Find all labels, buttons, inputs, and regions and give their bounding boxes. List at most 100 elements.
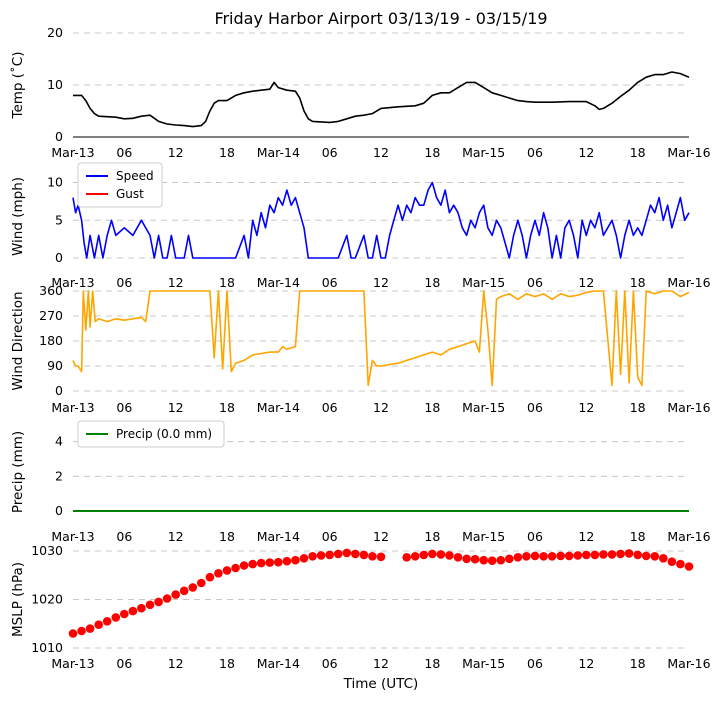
data-point [265,558,275,567]
y-tick-label: 0 [55,503,63,518]
legend-label: Precip (0.0 mm) [116,427,212,441]
data-point [248,559,257,569]
x-tick-label: 12 [168,529,184,544]
legend-box [77,162,163,208]
x-tick-label: 12 [578,529,594,544]
y-tick-label: 4 [55,434,63,449]
x-tick-label: 06 [527,656,543,671]
x-tick-label: 12 [578,145,594,160]
data-point [462,554,471,564]
x-tick-label: 06 [116,400,132,415]
data-point [624,549,634,558]
data-point [85,624,95,633]
data-point [505,554,514,564]
data-point [376,552,386,562]
data-point [428,549,437,559]
data-point [68,629,78,638]
x-tick-label: 18 [630,656,646,671]
y-axis-label: MSLP (hPa) [10,562,26,637]
data-point [94,620,103,629]
x-tick-label: 18 [219,400,235,415]
x-tick-label: Mar-16 [667,145,710,160]
x-tick-label: Mar-16 [667,529,710,544]
x-tick-label: 18 [424,400,440,415]
x-tick-label: 06 [527,145,543,160]
x-tick-label: 12 [168,656,184,671]
data-point [479,555,489,565]
x-tick-label: 12 [373,656,389,671]
data-point [299,554,309,563]
x-tick-label: 06 [527,275,543,290]
x-tick-label: 12 [578,656,594,671]
x-tick-label: 06 [322,145,338,160]
x-tick-label: Mar-13 [51,656,94,671]
x-tick-label: 12 [373,145,389,160]
data-point [291,555,300,565]
y-tick-label: 2 [55,468,63,483]
x-tick-label: 06 [527,400,543,415]
x-tick-label: Mar-15 [462,656,505,671]
x-tick-label: 18 [424,275,440,290]
data-point [333,549,343,559]
y-axis-label: Wind Direction [10,291,26,390]
x-tick-label: 18 [219,656,235,671]
x-tick-label: Mar-16 [667,400,710,415]
data-point [522,552,531,561]
y-tick-label: 5 [55,212,63,227]
data-point [325,550,335,560]
x-tick-label: 06 [116,275,132,290]
data-point [659,554,668,563]
data-point [410,552,420,561]
panel-wind: 0 5 10 Mar-13 06 12 18 Mar-14 06 12 18 Mar-15 06 12 18… [10,162,711,290]
data-point [316,551,326,560]
x-tick-label: Mar-15 [462,145,505,160]
x-tick-label: 12 [168,145,184,160]
x-tick-label: Mar-13 [51,145,94,160]
data-point [445,551,454,560]
y-tick-label: 1020 [31,592,63,607]
data-point [368,552,377,561]
data-point [419,550,429,560]
data-point [197,578,206,588]
data-point [171,590,180,599]
data-point [530,551,540,561]
series-line-wind [72,181,690,259]
data-point [120,609,129,619]
x-tick-label: 12 [578,400,594,415]
legend-label: Gust [116,187,144,201]
data-point [162,594,172,603]
data-point [111,613,121,622]
data-point [633,550,642,560]
data-point [470,554,480,564]
x-tick-label: 12 [168,400,184,415]
data-point [77,626,86,636]
data-point [556,551,565,561]
data-point [222,566,232,575]
x-tick-label: Mar-16 [667,275,710,290]
data-point [496,555,506,565]
legend-precip: Precip (0.0 mm) [77,420,225,448]
legend-wind: Speed Gust [77,162,163,208]
data-point [102,617,112,626]
x-tick-label: Mar-13 [51,400,94,415]
y-axis-label: Precip (mm) [10,431,26,513]
panel-wdir: 0 90 180 270 360 Mar-13 06 12 18 Mar-14 06 12 18 Mar-… [10,283,711,415]
x-tick-label: 18 [424,529,440,544]
x-tick-label: Mar-14 [257,529,300,544]
x-tick-label: 18 [424,656,440,671]
y-tick-label: 0 [55,383,63,398]
data-point [145,600,155,610]
y-tick-label: 0 [55,129,63,144]
data-point [179,586,189,596]
x-tick-label: 06 [116,529,132,544]
data-point [667,557,677,566]
chart-title: Friday Harbor Airport 03/13/19 - 03/15/1… [214,9,547,28]
data-point [342,548,352,558]
x-tick-label: Mar-16 [667,656,710,671]
x-tick-label: 18 [219,529,235,544]
x-axis-label: Time (UTC) [343,676,419,692]
y-tick-label: 20 [47,25,63,40]
x-tick-label: Mar-14 [257,656,300,671]
data-point [676,559,685,569]
x-tick-label: 12 [578,275,594,290]
